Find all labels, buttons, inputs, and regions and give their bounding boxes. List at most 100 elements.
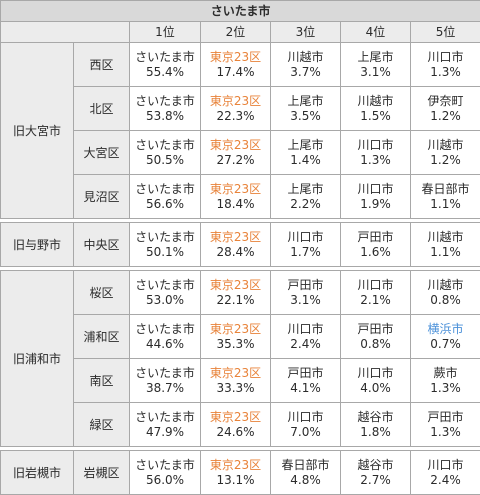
destination-city: 戸田市 bbox=[271, 359, 341, 381]
destination-city: 東京23区 bbox=[201, 87, 271, 109]
destination-percent: 4.8% bbox=[271, 472, 341, 495]
destination-city: 戸田市 bbox=[411, 403, 480, 425]
destination-city: 春日部市 bbox=[271, 451, 341, 473]
destination-city: 川口市 bbox=[341, 271, 411, 293]
destination-percent: 44.6% bbox=[130, 336, 201, 359]
destination-percent: 22.1% bbox=[201, 292, 271, 315]
destination-city: 蕨市 bbox=[411, 359, 480, 381]
ward-label: 桜区 bbox=[74, 271, 130, 315]
former-city-label: 旧大宮市 bbox=[1, 43, 74, 219]
destination-percent: 1.6% bbox=[341, 244, 411, 267]
destination-city: 川越市 bbox=[411, 271, 480, 293]
destination-city: 川口市 bbox=[341, 359, 411, 381]
destination-percent: 7.0% bbox=[271, 424, 341, 447]
ward-label: 大宮区 bbox=[74, 131, 130, 175]
ward-label: 南区 bbox=[74, 359, 130, 403]
destination-city: さいたま市 bbox=[130, 131, 201, 153]
destination-city: 東京23区 bbox=[201, 451, 271, 473]
destination-percent: 1.5% bbox=[341, 108, 411, 131]
destination-percent: 1.4% bbox=[271, 152, 341, 175]
destination-percent: 22.3% bbox=[201, 108, 271, 131]
destination-city: 横浜市 bbox=[411, 315, 480, 337]
destination-percent: 2.2% bbox=[271, 196, 341, 219]
destination-percent: 47.9% bbox=[130, 424, 201, 447]
destination-percent: 2.4% bbox=[271, 336, 341, 359]
former-city-label: 旧岩槻市 bbox=[1, 451, 74, 495]
rank-header: 1位 bbox=[130, 22, 201, 43]
destination-percent: 27.2% bbox=[201, 152, 271, 175]
destination-percent: 17.4% bbox=[201, 64, 271, 87]
destination-city: 上尾市 bbox=[271, 131, 341, 153]
destination-city: さいたま市 bbox=[130, 403, 201, 425]
destination-city: さいたま市 bbox=[130, 87, 201, 109]
destination-city: 東京23区 bbox=[201, 131, 271, 153]
destination-percent: 3.1% bbox=[341, 64, 411, 87]
destination-percent: 1.3% bbox=[411, 64, 480, 87]
destination-percent: 28.4% bbox=[201, 244, 271, 267]
destination-percent: 38.7% bbox=[130, 380, 201, 403]
destination-city: 春日部市 bbox=[411, 175, 480, 197]
corner-cell bbox=[1, 22, 130, 43]
destination-city: 川口市 bbox=[411, 43, 480, 65]
destination-city: さいたま市 bbox=[130, 359, 201, 381]
destination-percent: 24.6% bbox=[201, 424, 271, 447]
destination-city: 戸田市 bbox=[341, 315, 411, 337]
destination-percent: 53.0% bbox=[130, 292, 201, 315]
rank-header: 4位 bbox=[341, 22, 411, 43]
destination-city: 上尾市 bbox=[271, 175, 341, 197]
destination-percent: 1.2% bbox=[411, 152, 480, 175]
ward-label: 緑区 bbox=[74, 403, 130, 447]
destination-percent: 2.1% bbox=[341, 292, 411, 315]
destination-percent: 4.0% bbox=[341, 380, 411, 403]
ward-label: 浦和区 bbox=[74, 315, 130, 359]
destination-percent: 55.4% bbox=[130, 64, 201, 87]
destination-percent: 1.9% bbox=[341, 196, 411, 219]
former-city-label: 旧与野市 bbox=[1, 223, 74, 267]
destination-city: 戸田市 bbox=[271, 271, 341, 293]
destination-percent: 4.1% bbox=[271, 380, 341, 403]
destination-percent: 2.4% bbox=[411, 472, 480, 495]
destination-city: 川口市 bbox=[411, 451, 480, 473]
destination-city: 越谷市 bbox=[341, 403, 411, 425]
ward-label: 見沼区 bbox=[74, 175, 130, 219]
destination-percent: 13.1% bbox=[201, 472, 271, 495]
destination-city: 川口市 bbox=[271, 315, 341, 337]
destination-city: さいたま市 bbox=[130, 451, 201, 473]
destination-city: 川口市 bbox=[271, 223, 341, 245]
destination-percent: 50.5% bbox=[130, 152, 201, 175]
destination-city: 川越市 bbox=[411, 223, 480, 245]
destination-city: 川越市 bbox=[271, 43, 341, 65]
destination-city: 川口市 bbox=[271, 403, 341, 425]
destination-percent: 18.4% bbox=[201, 196, 271, 219]
destination-percent: 1.2% bbox=[411, 108, 480, 131]
destination-percent: 1.1% bbox=[411, 244, 480, 267]
destination-city: 東京23区 bbox=[201, 403, 271, 425]
table-title: さいたま市 bbox=[1, 1, 480, 22]
rank-header: 3位 bbox=[271, 22, 341, 43]
destination-city: 川越市 bbox=[341, 87, 411, 109]
destination-percent: 33.3% bbox=[201, 380, 271, 403]
destination-percent: 3.7% bbox=[271, 64, 341, 87]
destination-city: さいたま市 bbox=[130, 43, 201, 65]
destination-city: 東京23区 bbox=[201, 315, 271, 337]
destination-percent: 1.3% bbox=[411, 424, 480, 447]
destination-city: 東京23区 bbox=[201, 43, 271, 65]
destination-city: 川口市 bbox=[341, 175, 411, 197]
destination-percent: 35.3% bbox=[201, 336, 271, 359]
ward-label: 中央区 bbox=[74, 223, 130, 267]
destination-city: 東京23区 bbox=[201, 175, 271, 197]
destination-percent: 1.3% bbox=[341, 152, 411, 175]
destination-city: さいたま市 bbox=[130, 175, 201, 197]
destination-city: 川口市 bbox=[341, 131, 411, 153]
destination-city: 戸田市 bbox=[341, 223, 411, 245]
destination-city: さいたま市 bbox=[130, 223, 201, 245]
destination-percent: 1.8% bbox=[341, 424, 411, 447]
destination-percent: 50.1% bbox=[130, 244, 201, 267]
destination-city: さいたま市 bbox=[130, 271, 201, 293]
destination-percent: 0.8% bbox=[411, 292, 480, 315]
destination-percent: 56.6% bbox=[130, 196, 201, 219]
destination-percent: 0.7% bbox=[411, 336, 480, 359]
ward-label: 西区 bbox=[74, 43, 130, 87]
destination-percent: 3.5% bbox=[271, 108, 341, 131]
